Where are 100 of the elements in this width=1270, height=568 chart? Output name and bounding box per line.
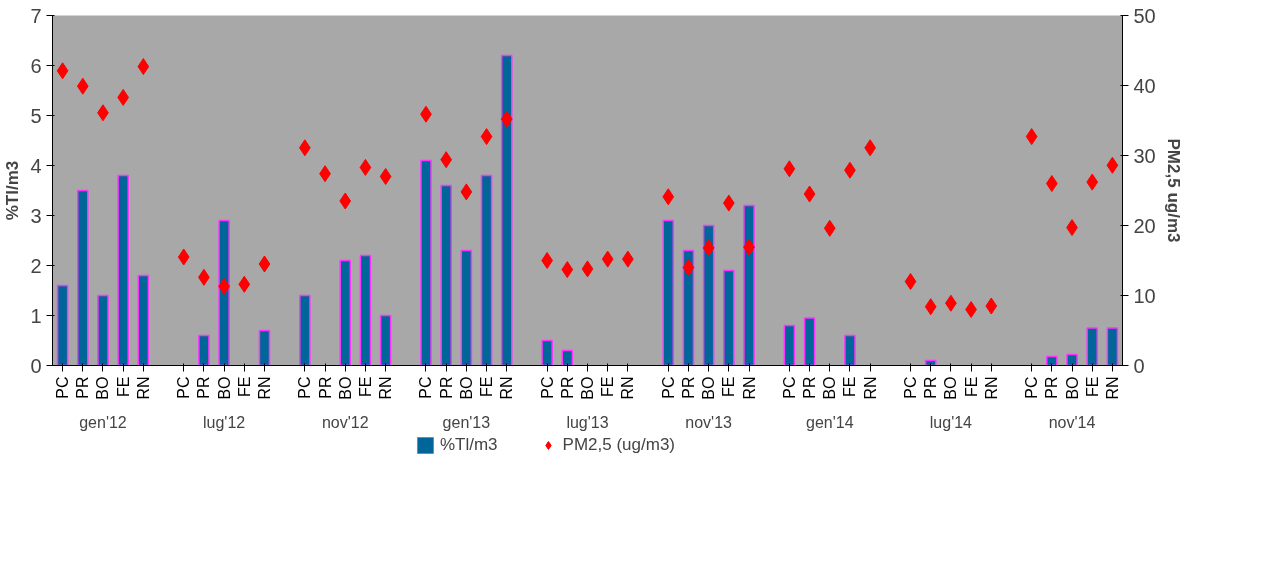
y2-axis-title: PM2,5 ug/m3 bbox=[1163, 138, 1183, 243]
x-tick-label: FE bbox=[114, 376, 132, 397]
x-tick-label: RN bbox=[740, 376, 758, 400]
legend-label: %Tl/m3 bbox=[439, 435, 498, 455]
x-tick-label: FE bbox=[478, 376, 496, 397]
x-tick-label: BO bbox=[700, 376, 718, 400]
text: nov'12 bbox=[321, 413, 369, 431]
bar bbox=[359, 254, 372, 366]
bar bbox=[1106, 327, 1119, 366]
x-tick-label: PC bbox=[296, 376, 314, 399]
x-tick-label: PR bbox=[801, 376, 819, 399]
point bbox=[1106, 156, 1119, 174]
bar bbox=[299, 294, 311, 366]
x-tick-label: RN bbox=[255, 376, 273, 400]
point bbox=[76, 77, 89, 95]
x-tick-label: RN bbox=[861, 376, 879, 400]
y2-tick-label: 40 bbox=[1133, 74, 1156, 97]
text: nov'14 bbox=[1048, 413, 1096, 431]
bar bbox=[1086, 327, 1099, 366]
point bbox=[541, 252, 553, 269]
y2-tick-label: 10 bbox=[1133, 284, 1156, 307]
text: gen'14 bbox=[805, 413, 854, 431]
y-tick-label: 6 bbox=[30, 54, 42, 77]
bar bbox=[924, 359, 937, 366]
x-tick-label: RN bbox=[1103, 376, 1121, 400]
x-tick-label: BO bbox=[821, 376, 839, 400]
x-tick-label: PR bbox=[679, 376, 697, 399]
point bbox=[359, 158, 372, 176]
point bbox=[1086, 173, 1099, 191]
x-tick-label: PC bbox=[417, 376, 435, 399]
x-tick-label: RN bbox=[619, 376, 637, 400]
x-tick-label: PC bbox=[54, 376, 72, 399]
x-tick-label: FE bbox=[1083, 376, 1101, 397]
point bbox=[177, 248, 190, 266]
x-tick-label: PC bbox=[902, 376, 920, 399]
y-tick-label: 0 bbox=[30, 354, 42, 377]
y2-tick-label: 0 bbox=[1133, 354, 1145, 377]
bar bbox=[97, 294, 109, 366]
bar bbox=[561, 349, 574, 366]
x-tick-label: FE bbox=[841, 376, 859, 397]
point bbox=[561, 261, 574, 279]
y2-tick-label: 30 bbox=[1133, 144, 1156, 167]
point bbox=[823, 219, 836, 237]
bar bbox=[460, 249, 473, 366]
bar bbox=[218, 219, 230, 366]
point bbox=[662, 188, 675, 206]
y-tick-label: 5 bbox=[30, 104, 42, 127]
x-tick-label: BO bbox=[94, 376, 112, 400]
x-tick-label: BO bbox=[579, 376, 596, 400]
x-tick-label: FE bbox=[599, 376, 617, 397]
y-tick-label: 7 bbox=[30, 4, 42, 27]
point bbox=[379, 168, 392, 185]
bar bbox=[541, 339, 553, 366]
point bbox=[581, 260, 594, 278]
point bbox=[601, 250, 614, 268]
x-tick-label: PC bbox=[538, 376, 556, 399]
bar bbox=[420, 159, 432, 366]
x-tick-label: FE bbox=[356, 376, 374, 397]
x-tick-label: PR bbox=[316, 376, 334, 399]
y-tick-label: 2 bbox=[30, 254, 42, 277]
y2-tick-label: 50 bbox=[1133, 4, 1156, 27]
bar bbox=[339, 259, 352, 366]
x-tick-label: RN bbox=[134, 376, 152, 400]
bar bbox=[258, 329, 271, 366]
bar bbox=[844, 334, 856, 366]
text: nov'13 bbox=[685, 413, 733, 431]
bar bbox=[723, 269, 735, 366]
text: lug'14 bbox=[929, 413, 973, 431]
x-tick-label: PR bbox=[195, 376, 213, 399]
text: lug'13 bbox=[566, 413, 609, 431]
point bbox=[783, 160, 796, 178]
bar bbox=[117, 174, 129, 366]
y-tick-label: 4 bbox=[30, 154, 42, 177]
x-tick-label: BO bbox=[1063, 376, 1081, 400]
bar bbox=[440, 184, 452, 366]
bar bbox=[480, 174, 493, 366]
bar bbox=[379, 314, 392, 366]
point bbox=[137, 58, 150, 76]
point bbox=[339, 192, 352, 210]
point bbox=[1046, 175, 1058, 192]
y-axis-title: %Tl/m3 bbox=[3, 160, 23, 221]
y2-tick-label: 20 bbox=[1133, 214, 1156, 237]
bar bbox=[803, 317, 816, 366]
point bbox=[985, 297, 998, 315]
bar bbox=[1046, 355, 1058, 366]
x-tick-label: FE bbox=[720, 376, 738, 397]
x-tick-label: PC bbox=[175, 376, 193, 399]
bar bbox=[682, 249, 695, 366]
x-tick-label: PC bbox=[780, 376, 798, 399]
bar bbox=[702, 224, 715, 366]
bar bbox=[56, 284, 69, 366]
point bbox=[258, 255, 271, 273]
bar bbox=[1066, 353, 1078, 366]
point bbox=[56, 62, 69, 80]
text: gen'13 bbox=[442, 413, 491, 431]
bar bbox=[662, 219, 675, 366]
x-tick-label: RN bbox=[498, 376, 516, 400]
text: lug'12 bbox=[203, 413, 246, 431]
point bbox=[500, 110, 513, 128]
x-tick-label: PC bbox=[1023, 376, 1041, 399]
